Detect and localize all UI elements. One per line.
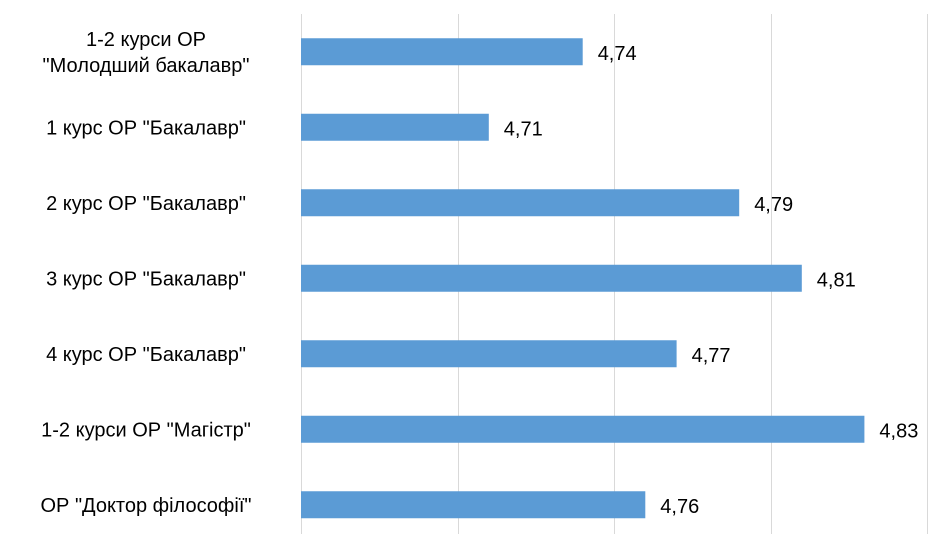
bar <box>301 491 646 519</box>
bar <box>301 113 489 141</box>
bar <box>301 415 865 443</box>
bar <box>301 38 583 66</box>
category-label-line: 2 курс ОР "Бакалавр" <box>46 193 246 215</box>
bars <box>301 38 865 519</box>
category-label: 3 курс ОР "Бакалавр" <box>46 268 246 290</box>
category-label: 4 курс ОР "Бакалавр" <box>46 344 246 366</box>
value-label: 4,79 <box>754 194 793 216</box>
category-label-line: 1-2 курси ОР "Магістр" <box>41 419 251 441</box>
category-labels: 1-2 курси ОР "Молодший бакалавр" 1 курс ОР… <box>41 29 252 517</box>
value-label: 4,71 <box>504 118 543 140</box>
category-label-line: "Молодший бакалавр" <box>43 55 250 77</box>
value-label: 4,83 <box>879 420 918 442</box>
category-label-line: 1 курс ОР "Бакалавр" <box>46 117 246 139</box>
value-label: 4,81 <box>817 269 856 291</box>
category-label-line: ОР "Доктор філософії" <box>41 495 252 517</box>
bar <box>301 189 740 217</box>
value-label: 4,74 <box>598 43 637 65</box>
category-label: 2 курс ОР "Бакалавр" <box>46 193 246 215</box>
category-label-line: 3 курс ОР "Бакалавр" <box>46 268 246 290</box>
category-label: 1-2 курси ОР "Молодший бакалавр" <box>43 29 250 77</box>
category-label: 1-2 курси ОР "Магістр" <box>41 419 251 441</box>
value-label: 4,77 <box>692 345 731 367</box>
category-label: 1 курс ОР "Бакалавр" <box>46 117 246 139</box>
category-label: ОР "Доктор філософії" <box>41 495 252 517</box>
bar <box>301 264 802 292</box>
category-label-line: 1-2 курси ОР <box>86 29 206 51</box>
value-label: 4,76 <box>660 496 699 518</box>
value-labels: 4,74 4,71 4,79 4,81 4,77 4,83 4,76 <box>504 43 919 518</box>
bar <box>301 340 677 368</box>
category-label-line: 4 курс ОР "Бакалавр" <box>46 344 246 366</box>
